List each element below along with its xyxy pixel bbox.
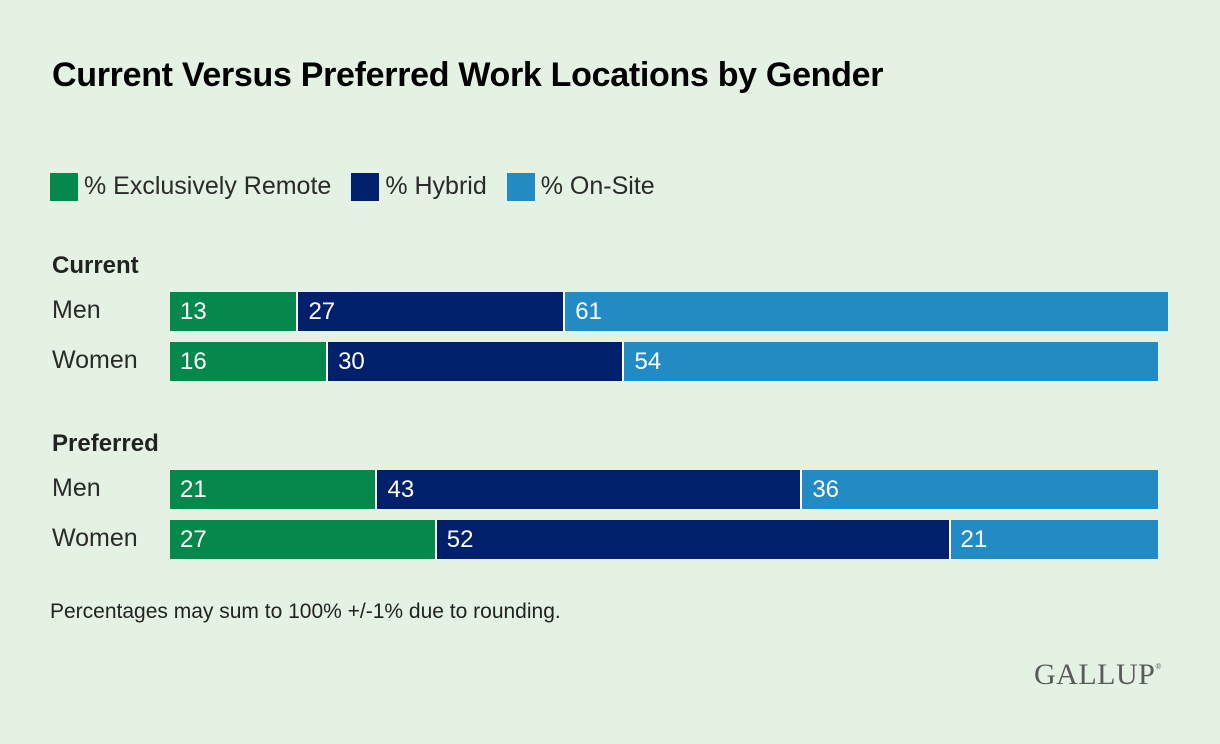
group-label: Preferred — [52, 430, 159, 457]
bar-segment-onsite: 54 — [624, 342, 1158, 381]
data-label: 27 — [308, 298, 336, 325]
legend-item-remote: % Exclusively Remote — [50, 172, 331, 201]
data-label: 27 — [180, 526, 207, 553]
data-label: 16 — [180, 348, 207, 375]
bar-segment-remote: 21 — [170, 470, 378, 509]
row-label: Men — [52, 296, 101, 324]
gallup-logo: GALLUP® — [1034, 658, 1162, 691]
group-label: Current — [52, 252, 139, 279]
bar-segment-onsite: 21 — [950, 520, 1158, 559]
data-label: 30 — [338, 348, 365, 375]
bar-segment-remote: 27 — [170, 520, 437, 559]
legend-swatch-onsite — [506, 172, 535, 201]
bar-segment-onsite: 61 — [565, 292, 1168, 331]
legend-item-hybrid: % Hybrid — [351, 172, 487, 201]
bar-segment-hybrid: 43 — [377, 470, 803, 509]
data-label: 36 — [812, 476, 840, 503]
legend-swatch-hybrid — [351, 172, 380, 201]
data-label: 61 — [575, 298, 602, 325]
data-label: 52 — [446, 526, 474, 553]
row-label: Women — [52, 524, 138, 552]
data-label: 54 — [634, 348, 662, 375]
data-label: 21 — [180, 476, 207, 503]
data-label: 43 — [387, 476, 415, 503]
bar-segment-remote: 16 — [170, 342, 329, 381]
logo-text: GALLUP — [1034, 658, 1156, 691]
row-label: Women — [52, 346, 138, 374]
bar-segment-onsite: 36 — [802, 470, 1158, 509]
legend-label: % On-Site — [540, 172, 655, 200]
bar-segment-hybrid: 30 — [328, 342, 625, 381]
bar-segment-hybrid: 52 — [436, 520, 951, 559]
legend-item-onsite: % On-Site — [506, 172, 655, 201]
bar-segment-hybrid: 27 — [298, 292, 566, 331]
row-label: Men — [52, 474, 101, 502]
legend-label: % Exclusively Remote — [84, 172, 332, 200]
legend-swatch-remote — [50, 172, 78, 201]
bar-segment-remote: 13 — [170, 292, 299, 331]
footnote: Percentages may sum to 100% +/-1% due to… — [50, 600, 561, 623]
legend: % Exclusively Remote % Hybrid % On-Site — [50, 172, 675, 201]
chart-title: Current Versus Preferred Work Locations … — [52, 56, 884, 94]
data-label: 21 — [960, 526, 988, 553]
legend-label: % Hybrid — [385, 172, 487, 200]
data-label: 13 — [180, 298, 207, 325]
